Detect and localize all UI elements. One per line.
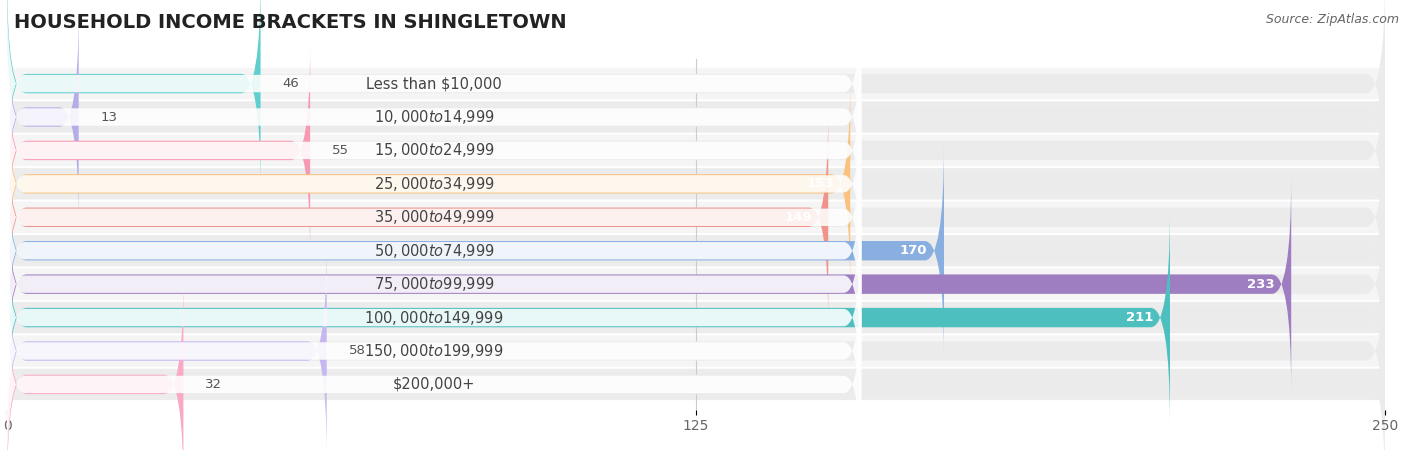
FancyBboxPatch shape <box>7 186 862 382</box>
FancyBboxPatch shape <box>7 52 862 249</box>
FancyBboxPatch shape <box>7 244 326 450</box>
FancyBboxPatch shape <box>7 99 1385 135</box>
FancyBboxPatch shape <box>7 0 1385 191</box>
FancyBboxPatch shape <box>7 0 260 191</box>
Text: $150,000 to $199,999: $150,000 to $199,999 <box>364 342 503 360</box>
FancyBboxPatch shape <box>7 110 1385 324</box>
FancyBboxPatch shape <box>7 19 862 215</box>
FancyBboxPatch shape <box>7 86 862 282</box>
FancyBboxPatch shape <box>7 266 1385 302</box>
FancyBboxPatch shape <box>7 333 1385 369</box>
FancyBboxPatch shape <box>7 177 1291 392</box>
Text: $35,000 to $49,999: $35,000 to $49,999 <box>374 208 495 226</box>
FancyBboxPatch shape <box>7 43 1385 258</box>
FancyBboxPatch shape <box>7 277 183 450</box>
Text: Source: ZipAtlas.com: Source: ZipAtlas.com <box>1265 14 1399 27</box>
Text: $15,000 to $24,999: $15,000 to $24,999 <box>374 141 495 159</box>
Text: $75,000 to $99,999: $75,000 to $99,999 <box>374 275 495 293</box>
Text: 153: 153 <box>806 177 834 190</box>
FancyBboxPatch shape <box>7 144 943 358</box>
Text: 32: 32 <box>205 378 222 391</box>
FancyBboxPatch shape <box>7 177 1385 392</box>
FancyBboxPatch shape <box>7 133 1385 168</box>
FancyBboxPatch shape <box>7 66 1385 101</box>
FancyBboxPatch shape <box>7 199 1385 235</box>
Text: 55: 55 <box>332 144 349 157</box>
Text: $200,000+: $200,000+ <box>394 377 475 392</box>
Text: 46: 46 <box>283 77 299 90</box>
FancyBboxPatch shape <box>7 367 1385 402</box>
FancyBboxPatch shape <box>7 233 1385 269</box>
Text: 149: 149 <box>785 211 811 224</box>
FancyBboxPatch shape <box>7 277 1385 450</box>
Text: $50,000 to $74,999: $50,000 to $74,999 <box>374 242 495 260</box>
FancyBboxPatch shape <box>7 166 1385 202</box>
FancyBboxPatch shape <box>7 286 862 450</box>
Text: $10,000 to $14,999: $10,000 to $14,999 <box>374 108 495 126</box>
FancyBboxPatch shape <box>7 0 862 182</box>
Text: $100,000 to $149,999: $100,000 to $149,999 <box>364 309 503 327</box>
FancyBboxPatch shape <box>7 244 1385 450</box>
FancyBboxPatch shape <box>7 43 311 258</box>
Text: 233: 233 <box>1247 278 1275 291</box>
Text: 13: 13 <box>101 111 118 123</box>
FancyBboxPatch shape <box>7 144 1385 358</box>
FancyBboxPatch shape <box>7 219 862 416</box>
FancyBboxPatch shape <box>7 300 1385 335</box>
Text: 170: 170 <box>900 244 928 257</box>
FancyBboxPatch shape <box>7 76 851 291</box>
FancyBboxPatch shape <box>7 76 1385 291</box>
Text: $25,000 to $34,999: $25,000 to $34,999 <box>374 175 495 193</box>
Text: Less than $10,000: Less than $10,000 <box>367 76 502 91</box>
Text: HOUSEHOLD INCOME BRACKETS IN SHINGLETOWN: HOUSEHOLD INCOME BRACKETS IN SHINGLETOWN <box>14 14 567 32</box>
FancyBboxPatch shape <box>7 253 862 449</box>
Text: 58: 58 <box>349 345 366 357</box>
FancyBboxPatch shape <box>7 210 1170 425</box>
FancyBboxPatch shape <box>7 119 862 315</box>
FancyBboxPatch shape <box>7 10 79 224</box>
FancyBboxPatch shape <box>7 153 862 349</box>
FancyBboxPatch shape <box>7 10 1385 224</box>
FancyBboxPatch shape <box>7 210 1385 425</box>
FancyBboxPatch shape <box>7 110 828 324</box>
Text: 211: 211 <box>1126 311 1153 324</box>
